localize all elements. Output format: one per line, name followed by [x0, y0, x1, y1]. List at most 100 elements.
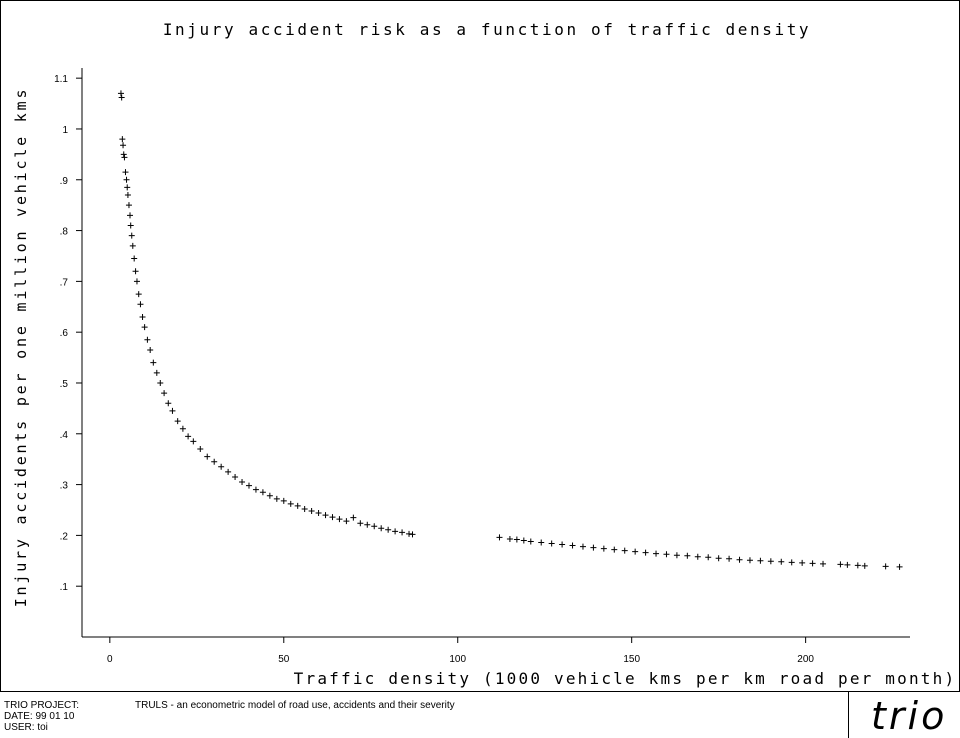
data-point	[820, 560, 827, 567]
data-point	[118, 94, 125, 101]
footer-panel: TRIO PROJECT: TRULS - an econometric mod…	[0, 692, 960, 738]
data-point	[294, 502, 301, 509]
data-point	[385, 526, 392, 533]
data-point	[131, 255, 138, 262]
data-point	[259, 489, 266, 496]
y-tick-label: .9	[60, 176, 69, 187]
data-point	[579, 543, 586, 550]
data-point	[252, 486, 259, 493]
data-point	[736, 556, 743, 563]
footer-user: USER: toi	[4, 722, 48, 733]
chart-title: Injury accident risk as a function of tr…	[163, 20, 811, 39]
data-point	[129, 242, 136, 249]
data-point	[120, 142, 127, 149]
data-point	[124, 184, 131, 191]
data-point	[621, 547, 628, 554]
data-point	[336, 516, 343, 523]
data-point	[204, 453, 211, 460]
y-tick-label: 1	[62, 125, 68, 136]
y-ticks: .1 .2 .3 .4 .5 .6 .7 .8 .9 1 1.1	[54, 74, 82, 593]
data-point	[767, 558, 774, 565]
data-point	[308, 508, 315, 515]
data-point	[799, 559, 806, 566]
data-point	[124, 192, 131, 199]
data-point	[600, 545, 607, 552]
data-point	[322, 512, 329, 519]
data-point	[371, 523, 378, 530]
y-tick-label: .8	[60, 227, 69, 238]
x-tick-label: 150	[623, 654, 640, 665]
data-point	[726, 555, 733, 562]
data-point	[705, 554, 712, 561]
data-point	[147, 346, 154, 353]
y-tick-label: .6	[60, 328, 69, 339]
data-point	[694, 553, 701, 560]
data-point	[120, 151, 127, 158]
data-point	[122, 169, 129, 176]
data-point	[496, 534, 503, 541]
data-point	[632, 548, 639, 555]
data-point	[653, 550, 660, 557]
scatter-chart: Injury accident risk as a function of tr…	[12, 20, 957, 688]
data-point	[119, 136, 126, 143]
y-tick-label: .2	[60, 531, 69, 542]
data-point	[153, 369, 160, 376]
data-point	[132, 268, 139, 275]
data-point	[746, 557, 753, 564]
data-point	[684, 552, 691, 559]
data-point	[642, 549, 649, 556]
data-point	[174, 418, 181, 425]
data-points	[117, 90, 903, 570]
data-point	[179, 425, 186, 432]
data-point	[197, 446, 204, 453]
data-point	[144, 336, 151, 343]
data-point	[513, 536, 520, 543]
data-point	[190, 438, 197, 445]
data-point	[673, 552, 680, 559]
data-point	[127, 222, 134, 229]
logo-box: trio	[848, 692, 960, 738]
x-tick-label: 100	[449, 654, 466, 665]
data-point	[527, 538, 534, 545]
y-tick-label: .1	[60, 582, 69, 593]
y-tick-label: .7	[60, 277, 69, 288]
data-point	[520, 537, 527, 544]
data-point	[133, 278, 140, 285]
y-axis-label: Injury accidents per one million vehicle…	[12, 87, 30, 608]
y-tick-label: 1.1	[54, 74, 68, 85]
data-point	[239, 479, 246, 486]
data-point	[788, 559, 795, 566]
data-point	[141, 324, 148, 331]
data-point	[809, 560, 816, 567]
data-point	[409, 531, 416, 538]
x-axis-label: Traffic density (1000 vehicle kms per km…	[294, 669, 957, 688]
data-point	[232, 473, 239, 480]
trio-logo: trio	[871, 694, 948, 738]
data-point	[548, 540, 555, 547]
data-point	[392, 528, 399, 535]
data-point	[139, 313, 146, 320]
data-point	[715, 555, 722, 562]
data-point	[211, 458, 218, 465]
data-point	[157, 379, 164, 386]
data-point	[185, 433, 192, 440]
data-point	[266, 492, 273, 499]
data-point	[406, 530, 413, 537]
data-point	[161, 390, 168, 397]
data-point	[378, 525, 385, 532]
data-point	[569, 542, 576, 549]
data-point	[125, 202, 132, 209]
data-point	[778, 558, 785, 565]
data-point	[559, 541, 566, 548]
data-point	[127, 212, 134, 219]
footer-date: DATE: 99 01 10	[4, 711, 75, 722]
data-point	[538, 539, 545, 546]
data-point	[837, 561, 844, 568]
data-point	[350, 514, 357, 521]
project-description: TRULS - an econometric model of road use…	[135, 700, 455, 711]
data-point	[882, 563, 889, 570]
footer-project-line: TRIO PROJECT: TRULS - an econometric mod…	[4, 700, 455, 711]
y-tick-label: .4	[60, 430, 69, 441]
x-tick-label: 50	[278, 654, 290, 665]
